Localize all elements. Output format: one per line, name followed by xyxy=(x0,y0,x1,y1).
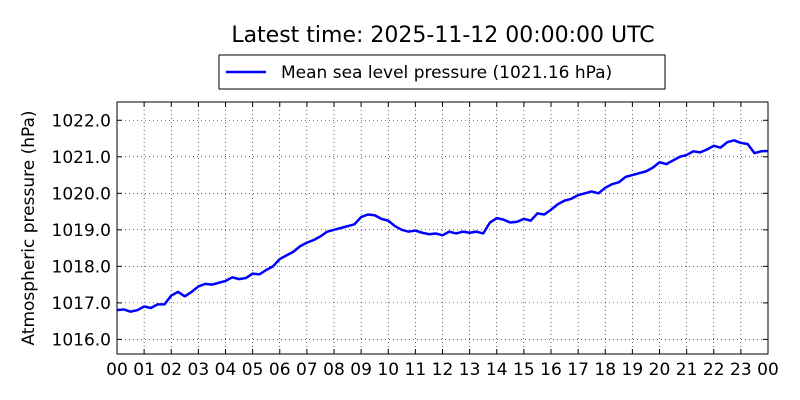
x-tick-label: 21 xyxy=(676,360,698,380)
y-tick-label: 1020.0 xyxy=(52,184,111,204)
x-tick-label: 14 xyxy=(486,360,508,380)
x-tick-label: 04 xyxy=(215,360,237,380)
grid xyxy=(117,102,768,354)
x-tick-label: 13 xyxy=(459,360,481,380)
y-tick-label: 1019.0 xyxy=(52,221,111,241)
y-axis-ticks: 1016.0 1017.0 1018.0 1019.0 1020.0 1021.0 1022… xyxy=(52,111,768,350)
y-tick-label: 1017.0 xyxy=(52,294,111,314)
chart-title: Latest time: 2025-11-12 00:00:00 UTC xyxy=(231,23,654,48)
x-tick-label: 20 xyxy=(649,360,671,380)
x-tick-label: 16 xyxy=(540,360,562,380)
y-axis-label: Atmospheric pressure (hPa) xyxy=(19,110,39,345)
x-tick-label: 06 xyxy=(269,360,291,380)
legend-label: Mean sea level pressure (1021.16 hPa) xyxy=(281,63,612,83)
x-tick-label: 00 xyxy=(757,360,779,380)
x-tick-label: 05 xyxy=(242,360,264,380)
x-tick-label: 02 xyxy=(160,360,182,380)
legend-box xyxy=(218,54,666,90)
x-tick-label: 18 xyxy=(594,360,616,380)
x-tick-label: 01 xyxy=(133,360,155,380)
x-tick-label: 19 xyxy=(622,360,644,380)
x-tick-label: 07 xyxy=(296,360,318,380)
x-tick-label: 03 xyxy=(188,360,210,380)
y-tick-label: 1018.0 xyxy=(52,257,111,277)
x-tick-label: 11 xyxy=(405,360,427,380)
x-tick-label: 09 xyxy=(350,360,372,380)
series-group xyxy=(116,139,769,313)
legend: Mean sea level pressure (1021.16 hPa) xyxy=(218,54,666,90)
x-tick-label: 23 xyxy=(730,360,752,380)
y-tick-label: 1022.0 xyxy=(52,111,111,131)
x-tick-label: 00 xyxy=(106,360,128,380)
x-tick-label: 17 xyxy=(567,360,589,380)
x-tick-label: 22 xyxy=(703,360,725,380)
x-tick-label: 08 xyxy=(323,360,345,380)
x-tick-label: 15 xyxy=(513,360,535,380)
x-tick-label: 10 xyxy=(377,360,399,380)
x-tick-label: 12 xyxy=(432,360,454,380)
x-axis-ticks: 00 01 02 03 04 05 06 07 08 09 10 11 12 13 14 15 16 17 18 19… xyxy=(106,102,779,380)
y-tick-label: 1021.0 xyxy=(52,148,111,168)
y-tick-label: 1016.0 xyxy=(52,330,111,350)
series-line xyxy=(116,139,769,313)
plot-frame xyxy=(116,101,769,355)
